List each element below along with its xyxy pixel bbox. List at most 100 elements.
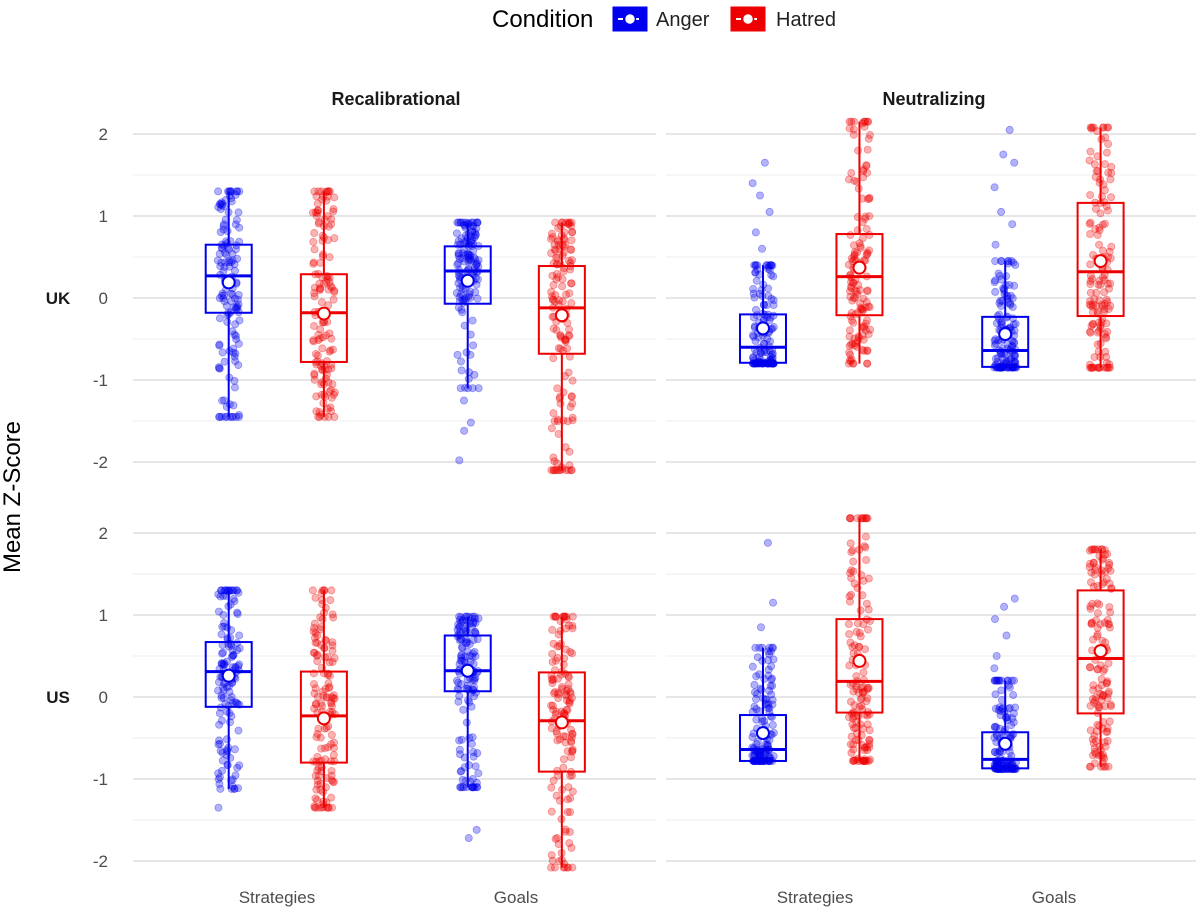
data-point — [754, 357, 763, 366]
data-point — [317, 298, 326, 307]
data-point — [858, 218, 867, 227]
data-point — [224, 258, 233, 267]
data-point — [865, 726, 874, 735]
data-point — [319, 233, 328, 242]
data-point — [320, 643, 329, 652]
data-point — [1093, 599, 1102, 608]
data-point — [553, 736, 562, 745]
data-point — [863, 359, 872, 368]
data-point — [224, 743, 233, 752]
data-point — [457, 613, 466, 622]
data-point — [326, 403, 335, 412]
data-point — [860, 542, 869, 551]
data-point — [230, 383, 239, 392]
data-point — [455, 612, 464, 621]
data-point — [317, 380, 326, 389]
data-point — [225, 400, 234, 409]
data-point — [318, 701, 327, 710]
data-point — [317, 699, 326, 708]
data-point — [548, 701, 557, 710]
data-point — [1093, 630, 1102, 639]
data-point — [553, 253, 562, 262]
data-point — [857, 305, 866, 314]
data-point — [461, 639, 470, 648]
box — [738, 313, 787, 364]
data-point — [216, 228, 225, 237]
data-point — [997, 318, 1006, 327]
outlier-point — [464, 834, 473, 843]
data-point — [227, 696, 236, 705]
data-point — [469, 218, 478, 227]
mean-point — [554, 308, 569, 323]
data-point — [1085, 327, 1094, 336]
data-point — [863, 145, 872, 154]
data-point — [854, 736, 863, 745]
data-point — [769, 296, 778, 305]
data-point — [1097, 300, 1106, 309]
data-point — [845, 514, 854, 523]
outlier-point — [1008, 220, 1017, 229]
data-point — [1086, 123, 1095, 132]
data-point — [1095, 703, 1104, 712]
data-point — [866, 325, 875, 334]
data-point — [321, 684, 330, 693]
data-point — [474, 769, 483, 778]
data-point — [322, 803, 331, 812]
data-point — [1094, 703, 1103, 712]
data-point — [220, 297, 229, 306]
mean-point — [852, 260, 867, 275]
data-point — [856, 695, 865, 704]
data-point — [852, 682, 861, 691]
data-point — [561, 624, 570, 633]
data-point — [218, 649, 227, 658]
data-point — [549, 354, 558, 363]
mean-point — [852, 653, 867, 668]
data-point — [1093, 230, 1102, 239]
outlier-point — [763, 538, 772, 547]
mean-point — [1093, 644, 1108, 659]
data-point — [320, 390, 329, 399]
data-point — [847, 590, 856, 599]
data-point — [310, 633, 319, 642]
data-point — [752, 695, 761, 704]
data-point — [464, 220, 473, 229]
data-point — [859, 683, 868, 692]
data-point — [229, 348, 238, 357]
outlier-point — [756, 191, 765, 200]
data-point — [847, 566, 856, 575]
data-point — [559, 612, 568, 621]
data-point — [329, 295, 338, 304]
data-point — [756, 684, 765, 693]
data-point — [214, 769, 223, 778]
data-point — [996, 711, 1005, 720]
data-point — [752, 276, 761, 285]
data-point — [1095, 223, 1104, 232]
data-point — [767, 674, 776, 683]
data-point — [1096, 175, 1105, 184]
data-point — [856, 243, 865, 252]
data-point — [1105, 603, 1114, 612]
data-point — [992, 319, 1001, 328]
data-point — [864, 684, 873, 693]
data-point — [751, 261, 760, 270]
data-point — [310, 689, 319, 698]
data-point — [226, 297, 235, 306]
data-point — [1007, 676, 1016, 685]
data-point — [555, 394, 564, 403]
data-point — [216, 746, 225, 755]
data-point — [1085, 219, 1094, 228]
data-point — [855, 642, 864, 651]
data-point — [460, 656, 469, 665]
data-point — [470, 253, 479, 262]
data-point — [330, 288, 339, 297]
data-point — [216, 262, 225, 271]
data-point — [864, 302, 873, 311]
data-point — [568, 624, 577, 633]
data-point — [757, 286, 766, 295]
data-point — [1009, 258, 1018, 267]
data-point — [328, 658, 337, 667]
data-point — [1003, 676, 1012, 685]
data-point — [322, 774, 331, 783]
data-point — [315, 334, 324, 343]
data-point — [463, 681, 472, 690]
